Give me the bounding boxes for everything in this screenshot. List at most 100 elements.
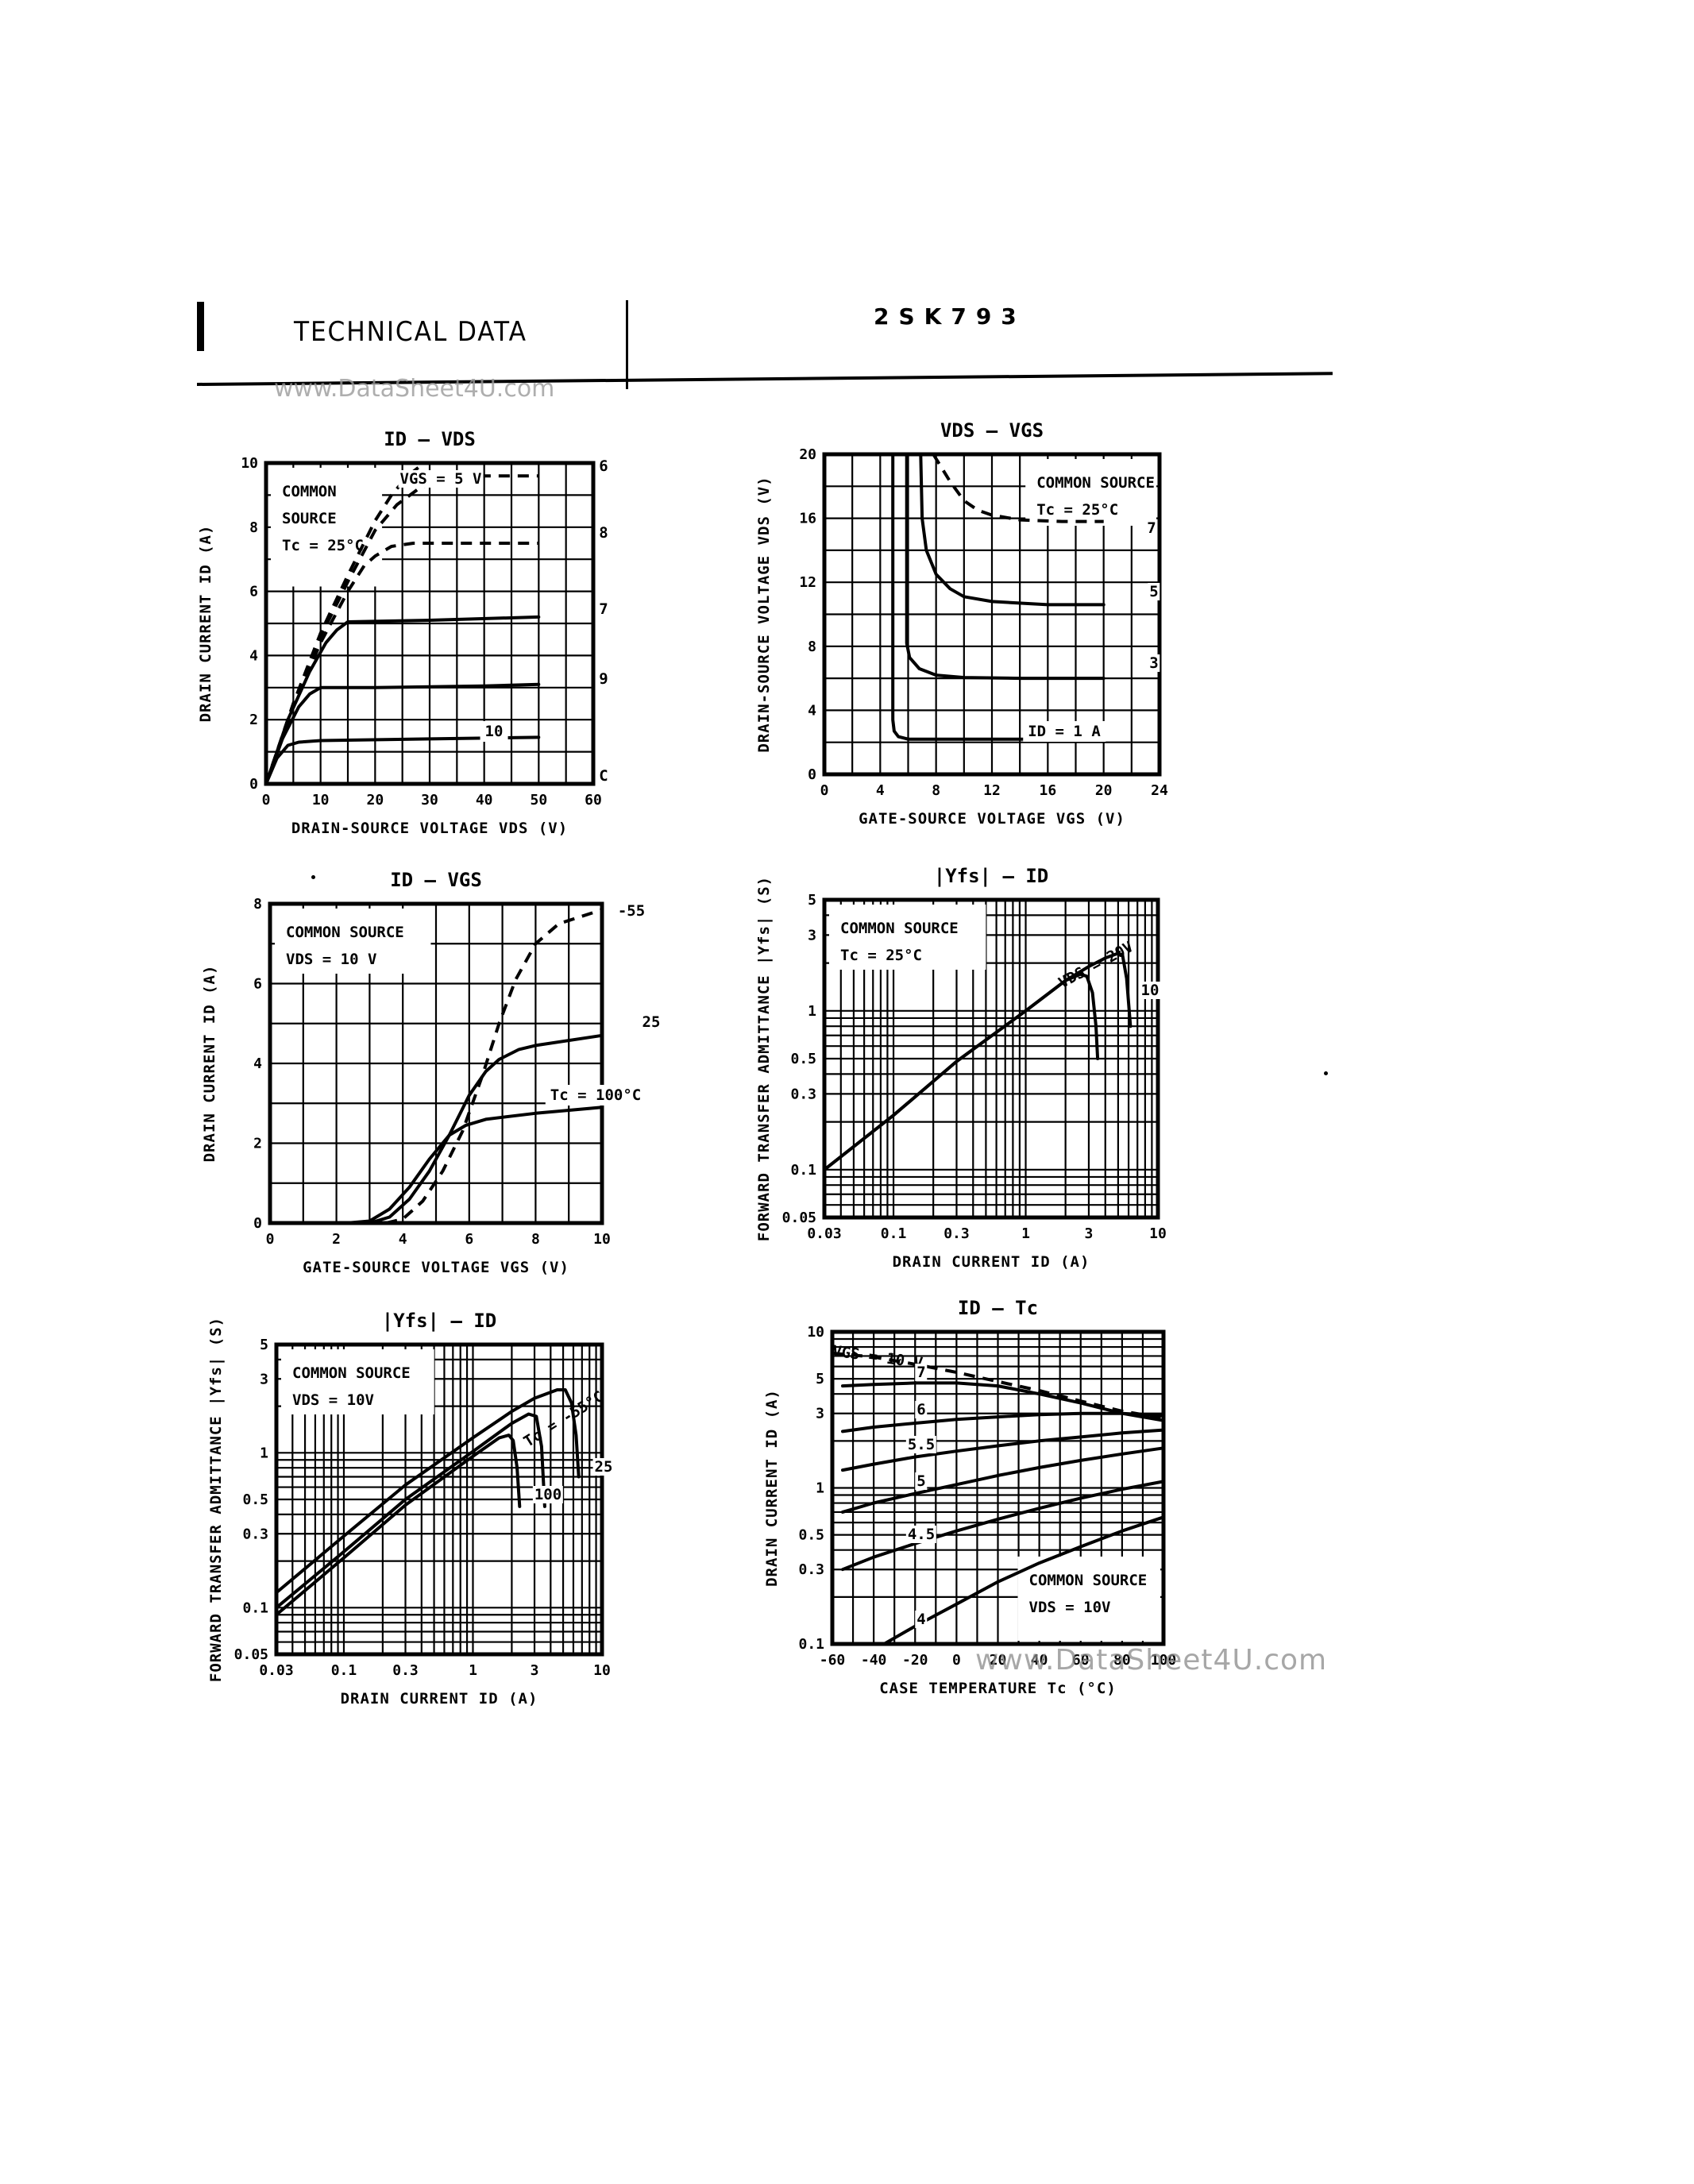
svg-text:60: 60 (585, 792, 602, 808)
svg-text:0: 0 (820, 782, 829, 799)
curve-label: 8 (597, 524, 610, 542)
curve-vds-20v (823, 951, 1133, 1171)
svg-text:2: 2 (332, 1231, 341, 1248)
x-axis-label: DRAIN-SOURCE VOLTAGE VDS (V) (291, 820, 568, 837)
curve-id-3a (905, 453, 1106, 681)
svg-text:10: 10 (593, 1662, 611, 1679)
condition-annotation: COMMON SOURCE Tc = 25°C (282, 483, 364, 554)
curve-vgs-6v (841, 1411, 1165, 1433)
svg-text:0.03: 0.03 (259, 1662, 293, 1679)
y-axis-label: FORWARD TRANSFER ADMITTANCE |Yfs| (S) (755, 876, 773, 1241)
chart-id-tc: COMMON SOURCE VDS = 10V -60 -40 -20 0 20 40 60 80… (745, 1276, 1187, 1711)
curve-label: 7 (915, 1364, 928, 1381)
curve-label: 4 (915, 1611, 928, 1628)
y-axis-ticks: 0.05 0.1 0.3 0.5 1 3 5 (782, 892, 816, 1226)
y-axis-ticks: 0.1 0.3 0.5 1 3 5 10 (798, 1324, 824, 1653)
curve-label: ID = 1 A (1023, 721, 1106, 742)
svg-text:VDS = 10V: VDS = 10V (292, 1391, 374, 1409)
speck (311, 875, 315, 879)
svg-text:-20: -20 (902, 1652, 928, 1669)
svg-text:5: 5 (260, 1337, 268, 1353)
x-axis-ticks: 0 4 8 12 16 20 24 (820, 782, 1168, 799)
svg-text:0.05: 0.05 (782, 1210, 816, 1226)
condition-annotation: COMMON SOURCE VDS = 10V (1029, 1572, 1148, 1616)
svg-text:40: 40 (476, 792, 493, 808)
chart-title: VDS – VGS (940, 419, 1044, 442)
svg-text:0.3: 0.3 (242, 1526, 268, 1542)
plot-frame (264, 461, 596, 786)
curve-vgs-6v (264, 682, 541, 785)
y-axis-label: FORWARD TRANSFER ADMITTANCE |Yfs| (S) (207, 1317, 225, 1682)
grid (823, 453, 1161, 776)
svg-text:1: 1 (816, 1480, 824, 1497)
curve-label: VGS = 5 V (398, 470, 484, 488)
svg-text:6: 6 (249, 584, 258, 600)
plot-frame (830, 1329, 1166, 1646)
plot-frame (822, 897, 1160, 1220)
chart-title: ID – VDS (384, 428, 476, 450)
svg-text:0: 0 (253, 1215, 262, 1232)
svg-text:10: 10 (241, 455, 258, 472)
plot-frame (274, 1342, 604, 1657)
x-axis-label: GATE-SOURCE VOLTAGE VGS (V) (303, 1259, 569, 1276)
svg-text:10: 10 (312, 792, 330, 808)
chart-id-vgs: COMMON SOURCE VDS = 10 V 0 2 4 6 8 10 0 2 4 6 8 ID – … (183, 848, 626, 1290)
svg-text:5: 5 (808, 892, 816, 909)
svg-text:0.5: 0.5 (790, 1051, 816, 1067)
y-axis-ticks: 0.05 0.1 0.3 0.5 1 3 5 (234, 1337, 268, 1663)
svg-text:0.5: 0.5 (798, 1527, 824, 1544)
svg-text:0: 0 (262, 792, 271, 808)
curve-label: 7 (1145, 519, 1158, 537)
svg-text:1: 1 (1021, 1225, 1030, 1242)
svg-text:Tc = 25°C: Tc = 25°C (840, 947, 922, 964)
svg-text:0.1: 0.1 (790, 1162, 816, 1179)
svg-text:-40: -40 (861, 1652, 887, 1669)
part-number: 2SK793 (874, 303, 1026, 330)
condition-annotation: COMMON SOURCE Tc = 25°C (840, 920, 959, 964)
svg-text:4: 4 (249, 647, 258, 664)
curve-vgs-5-5v (841, 1428, 1165, 1472)
x-axis-ticks: 0.03 0.1 0.3 1 3 10 (807, 1225, 1167, 1242)
svg-text:0.3: 0.3 (790, 1086, 816, 1102)
chart-id-vds: COMMON SOURCE Tc = 25°C 0 10 20 30 40 50 60 0 2 4 6 8 1… (179, 407, 617, 851)
svg-text:3: 3 (260, 1371, 268, 1387)
svg-text:40: 40 (1031, 1652, 1048, 1669)
condition-annotation: COMMON SOURCE VDS = 10V (292, 1364, 411, 1409)
svg-text:SOURCE: SOURCE (282, 510, 337, 527)
svg-text:COMMON: COMMON (282, 483, 337, 500)
svg-text:1: 1 (469, 1662, 477, 1679)
chart-title: ID – Tc (958, 1297, 1038, 1319)
svg-text:0.1: 0.1 (881, 1225, 907, 1242)
x-axis-ticks: 0.03 0.1 0.3 1 3 10 (259, 1662, 611, 1679)
svg-text:2: 2 (249, 712, 258, 728)
svg-text:-60: -60 (820, 1652, 846, 1669)
svg-text:3: 3 (1085, 1225, 1094, 1242)
y-axis-ticks: 0 2 4 6 8 10 (241, 455, 258, 793)
watermark-header: www.DataSheet4U.com (274, 375, 555, 403)
svg-text:5: 5 (816, 1371, 824, 1387)
y-axis-label: DRAIN CURRENT ID (A) (763, 1389, 781, 1587)
svg-text:20: 20 (799, 446, 816, 463)
svg-text:0.1: 0.1 (331, 1662, 357, 1679)
svg-text:1: 1 (260, 1445, 268, 1461)
svg-text:2: 2 (253, 1136, 262, 1152)
x-axis-label: GATE-SOURCE VOLTAGE VGS (V) (859, 810, 1125, 828)
svg-text:Tc = 25°C: Tc = 25°C (282, 537, 364, 554)
curve-vgs-5v (841, 1446, 1165, 1514)
svg-text:VDS = 10V: VDS = 10V (1029, 1599, 1111, 1616)
svg-text:20: 20 (366, 792, 384, 808)
svg-text:3: 3 (808, 927, 816, 943)
curve-label: C (597, 767, 610, 785)
curve-tc-25c (275, 1412, 546, 1610)
svg-text:8: 8 (253, 896, 262, 913)
svg-text:0.3: 0.3 (798, 1561, 824, 1578)
svg-text:0.5: 0.5 (242, 1491, 268, 1508)
curve-label: 6 (597, 457, 610, 475)
svg-text:50: 50 (530, 792, 547, 808)
svg-text:8: 8 (249, 519, 258, 536)
svg-text:60: 60 (1072, 1652, 1090, 1669)
curve-tc-100c (275, 1433, 522, 1617)
curve-label: 7 (597, 600, 610, 618)
curve-vgs-10v (264, 461, 426, 785)
svg-text:8: 8 (531, 1231, 540, 1248)
